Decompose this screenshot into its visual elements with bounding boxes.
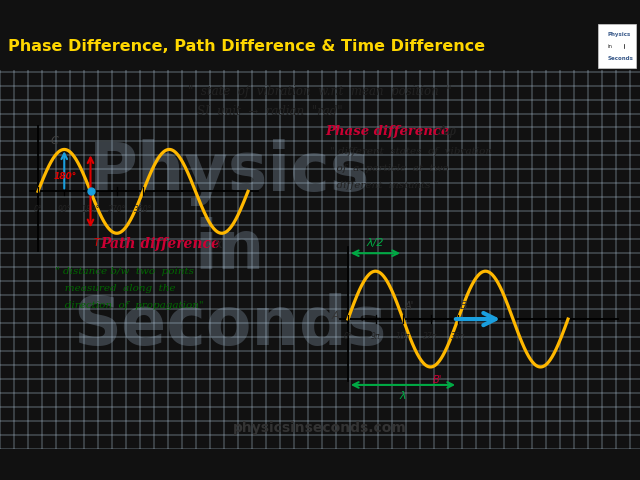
Text: 0°: 0° — [344, 332, 353, 341]
Text: 0°: 0° — [34, 205, 42, 214]
Text: 27π: 27π — [423, 332, 438, 341]
Text: B': B' — [433, 375, 442, 385]
FancyBboxPatch shape — [598, 24, 636, 68]
Text: of  a  particle  at  two: of a particle at two — [330, 164, 449, 173]
Text: 360°: 360° — [134, 205, 152, 214]
Text: Phase Difference, Path Difference & Time Difference: Phase Difference, Path Difference & Time… — [8, 38, 485, 54]
Text: Physics
in
Seconds: Physics in Seconds — [74, 139, 387, 359]
Text: SI  unit  →  radian  "rad": SI unit → radian "rad" — [197, 105, 343, 118]
Text: 180°: 180° — [53, 172, 77, 181]
Text: 18π: 18π — [396, 332, 410, 341]
Text: " different  states  of  vibration: " different states of vibration — [330, 147, 492, 156]
Text: A': A' — [405, 301, 414, 311]
Text: physicsinseconds.com: physicsinseconds.com — [233, 421, 407, 435]
Text: 90°: 90° — [58, 205, 71, 214]
Text: Physics: Physics — [608, 32, 631, 36]
Text: A: A — [332, 311, 339, 321]
Text: in: in — [608, 44, 613, 48]
Text: 9π: 9π — [371, 332, 380, 341]
Text: Seconds: Seconds — [608, 56, 634, 60]
Text: 36π: 36π — [451, 332, 465, 341]
Text: Δφ: Δφ — [437, 125, 456, 138]
Text: Phase difference: Phase difference — [325, 125, 449, 138]
Text: 270°: 270° — [108, 205, 126, 214]
Text: different  instants ": different instants " — [330, 181, 438, 190]
Text: direction  of  propagation": direction of propagation" — [55, 300, 204, 310]
Text: " distance b/w  two  points: " distance b/w two points — [55, 267, 194, 276]
Text: 180°: 180° — [81, 205, 100, 214]
Text: λ/2: λ/2 — [367, 238, 384, 248]
Text: B: B — [460, 301, 468, 311]
Text: λ: λ — [400, 391, 406, 401]
Text: measured  along  the: measured along the — [55, 284, 175, 293]
Text: Path difference: Path difference — [100, 237, 220, 251]
Text: T: T — [93, 238, 99, 248]
Text: C: C — [51, 136, 58, 146]
Text: "  state  of  vibration  w.r.t  mean  position  ": " state of vibration w.r.t mean position… — [188, 85, 452, 98]
Text: x: x — [215, 237, 223, 251]
